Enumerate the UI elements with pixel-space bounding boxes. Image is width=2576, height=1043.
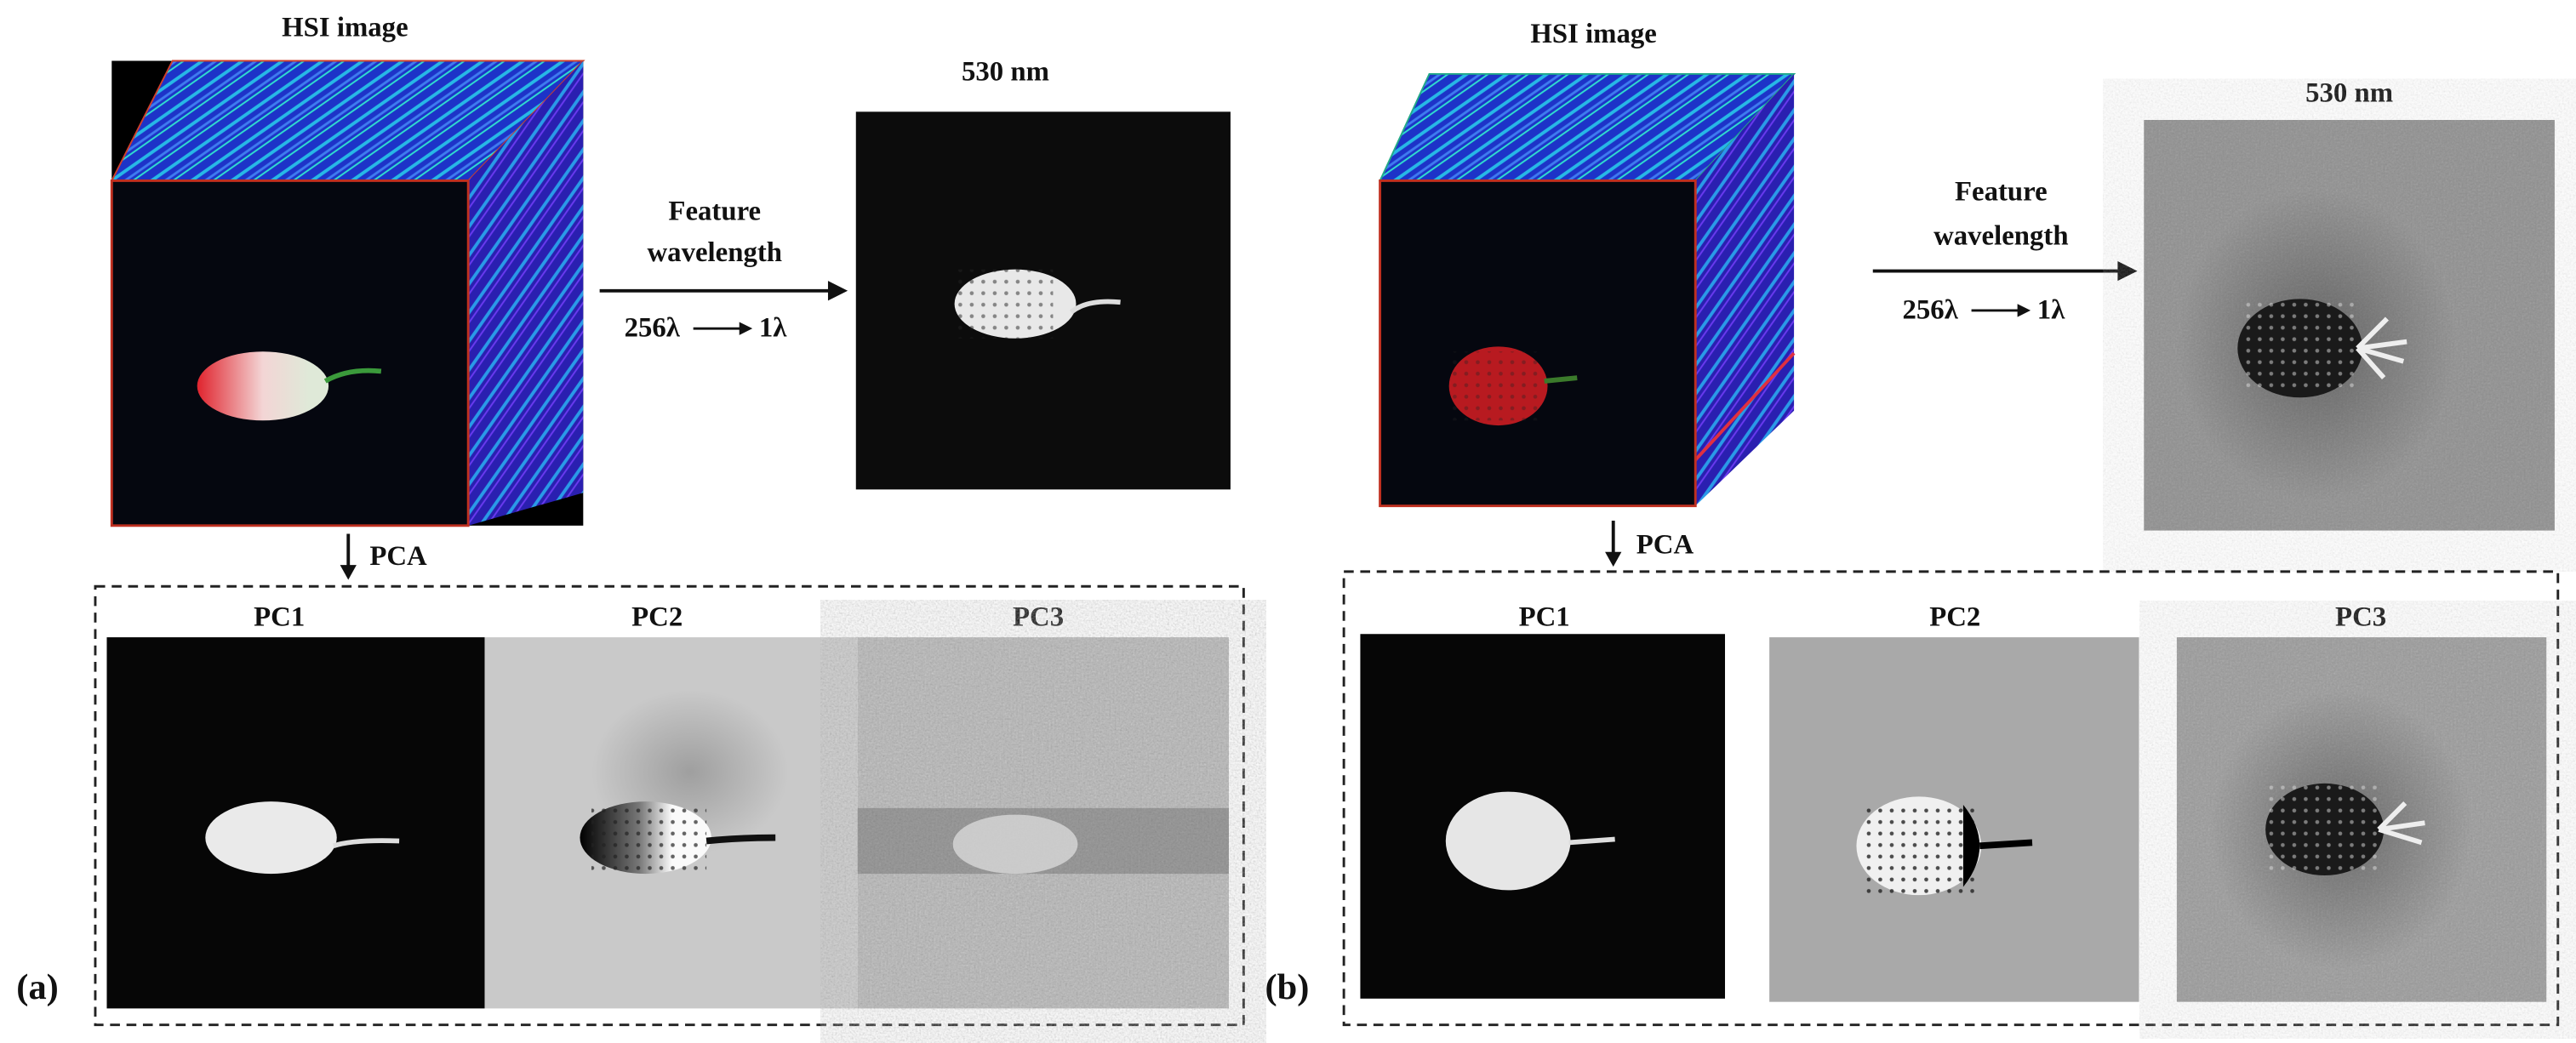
panel-a: HSI image Feature wavelength 256λ 1λ 530… bbox=[16, 12, 1245, 1027]
pc-title: PC1 bbox=[254, 601, 305, 632]
pc-title: PC3 bbox=[1013, 601, 1064, 632]
pc3-image bbox=[2176, 637, 2547, 1002]
pc1-image bbox=[106, 637, 485, 1009]
feature-line1: Feature bbox=[1955, 176, 2048, 207]
band-title: 530 nm bbox=[2305, 78, 2393, 109]
band-title: 530 nm bbox=[962, 56, 1049, 87]
pca-box bbox=[1342, 570, 2560, 1027]
pc-title: PC1 bbox=[1519, 601, 1570, 632]
reduction-to: 1λ bbox=[759, 313, 787, 344]
hsi-cube bbox=[1379, 72, 1796, 508]
pc1-image bbox=[1360, 634, 1726, 999]
panel-b: HSI image Feature wavelength 256λ 1λ 530… bbox=[1265, 19, 2560, 1027]
pca-label: PCA bbox=[369, 541, 427, 572]
panel-label: (a) bbox=[16, 967, 59, 1007]
pca-box bbox=[94, 584, 1245, 1027]
feature-line1: Feature bbox=[668, 197, 761, 227]
pc-title: PC2 bbox=[1929, 601, 1980, 632]
hsi-cube bbox=[110, 60, 585, 527]
hsi-title: HSI image bbox=[282, 12, 408, 43]
reduction-to: 1λ bbox=[2037, 294, 2065, 325]
panel-label: (b) bbox=[1265, 967, 1309, 1007]
pc3-image bbox=[857, 637, 1230, 1009]
reduction-from: 256λ bbox=[625, 313, 681, 344]
pc2-image bbox=[484, 637, 858, 1009]
feature-line2: wavelength bbox=[648, 237, 783, 268]
pc2-image bbox=[1769, 637, 2139, 1002]
pca-label: PCA bbox=[1636, 529, 1694, 560]
hsi-title: HSI image bbox=[1530, 19, 1657, 49]
feature-line2: wavelength bbox=[1933, 221, 2069, 252]
pc-title: PC3 bbox=[2335, 601, 2386, 632]
reduction-from: 256λ bbox=[1903, 294, 1959, 325]
band-image bbox=[2144, 119, 2555, 531]
band-image bbox=[855, 111, 1231, 490]
pc-title: PC2 bbox=[631, 601, 683, 632]
